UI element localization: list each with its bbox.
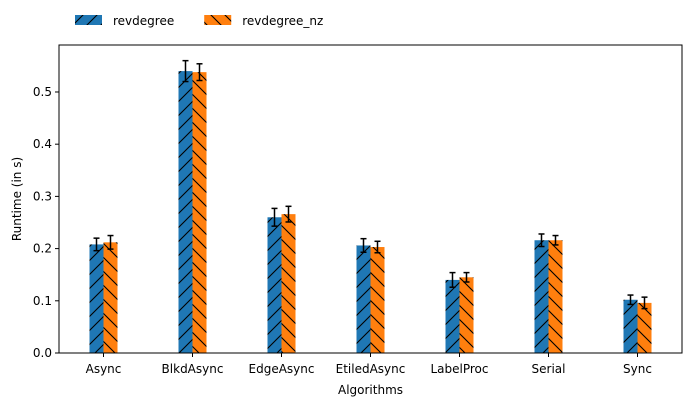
- error-bar-revdegree_nz-EtiledAsync: [374, 240, 381, 254]
- bar-revdegree_nz-Sync: [637, 302, 652, 353]
- x-tick-label: Serial: [532, 362, 566, 376]
- x-tick-label: Sync: [623, 362, 652, 376]
- y-tick-label: 0.0: [33, 346, 52, 360]
- error-bar-revdegree-Async: [93, 237, 100, 252]
- bar-revdegree-Sync: [623, 299, 638, 353]
- x-axis: Async BlkdAsync EdgeAsync EtiledAsync LabelP…: [86, 353, 652, 376]
- y-tick-label: 0.3: [33, 189, 52, 203]
- error-bar-revdegree-EtiledAsync: [360, 237, 367, 253]
- bar-revdegree-LabelProc: [445, 279, 460, 353]
- bar-revdegree_nz-BlkdAsync: [192, 72, 207, 354]
- legend-item-revdegree_nz: revdegree_nz: [204, 14, 323, 28]
- error-bar-revdegree_nz-LabelProc: [463, 271, 470, 283]
- bar-revdegree_nz-EdgeAsync: [281, 214, 296, 353]
- x-tick-label: EtiledAsync: [336, 362, 406, 376]
- error-bar-revdegree_nz-EdgeAsync: [285, 205, 292, 223]
- legend-label: revdegree: [113, 14, 174, 28]
- bar-revdegree_nz-LabelProc: [459, 277, 474, 353]
- y-tick-label: 0.2: [33, 242, 52, 256]
- error-bar-revdegree-LabelProc: [449, 271, 456, 288]
- bar-revdegree_nz-Async: [103, 242, 118, 353]
- legend-label: revdegree_nz: [242, 14, 323, 28]
- error-bar-revdegree_nz-Sync: [641, 296, 648, 310]
- x-axis-label: Algorithms: [338, 383, 403, 397]
- bar-revdegree-Serial: [534, 240, 549, 353]
- bar-revdegree_nz-Serial: [548, 240, 563, 353]
- y-tick-label: 0.5: [33, 85, 52, 99]
- x-tick-label: Async: [86, 362, 122, 376]
- error-bar-revdegree-Sync: [627, 294, 634, 306]
- bar-revdegree-BlkdAsync: [178, 71, 193, 354]
- bar-revdegree-Async: [89, 244, 104, 353]
- error-bar-revdegree-Serial: [538, 233, 545, 248]
- bar-revdegree_nz-EtiledAsync: [370, 247, 385, 353]
- bars-layer: [89, 71, 652, 354]
- x-tick-label: LabelProc: [430, 362, 488, 376]
- error-bar-revdegree_nz-Serial: [552, 234, 559, 246]
- error-bar-revdegree_nz-Async: [107, 234, 114, 250]
- bar-revdegree-EtiledAsync: [356, 245, 371, 353]
- y-axis: 0.0 0.1 0.2 0.3 0.4 0.5: [33, 85, 59, 360]
- legend-swatch: [75, 15, 102, 25]
- error-bars-layer: [93, 59, 648, 310]
- legend: revdegree revdegree_nz: [75, 14, 323, 28]
- error-bar-revdegree_nz-BlkdAsync: [196, 63, 203, 82]
- legend-swatch: [204, 15, 232, 25]
- legend-item-revdegree: revdegree: [75, 14, 174, 28]
- y-axis-label: Runtime (in s): [10, 157, 24, 241]
- x-tick-label: BlkdAsync: [162, 362, 224, 376]
- y-tick-label: 0.4: [33, 137, 52, 151]
- error-bar-revdegree-BlkdAsync: [182, 59, 189, 83]
- x-tick-label: EdgeAsync: [249, 362, 315, 376]
- error-bar-revdegree-EdgeAsync: [271, 207, 278, 227]
- y-tick-label: 0.1: [33, 294, 52, 308]
- bar-revdegree-EdgeAsync: [267, 217, 282, 353]
